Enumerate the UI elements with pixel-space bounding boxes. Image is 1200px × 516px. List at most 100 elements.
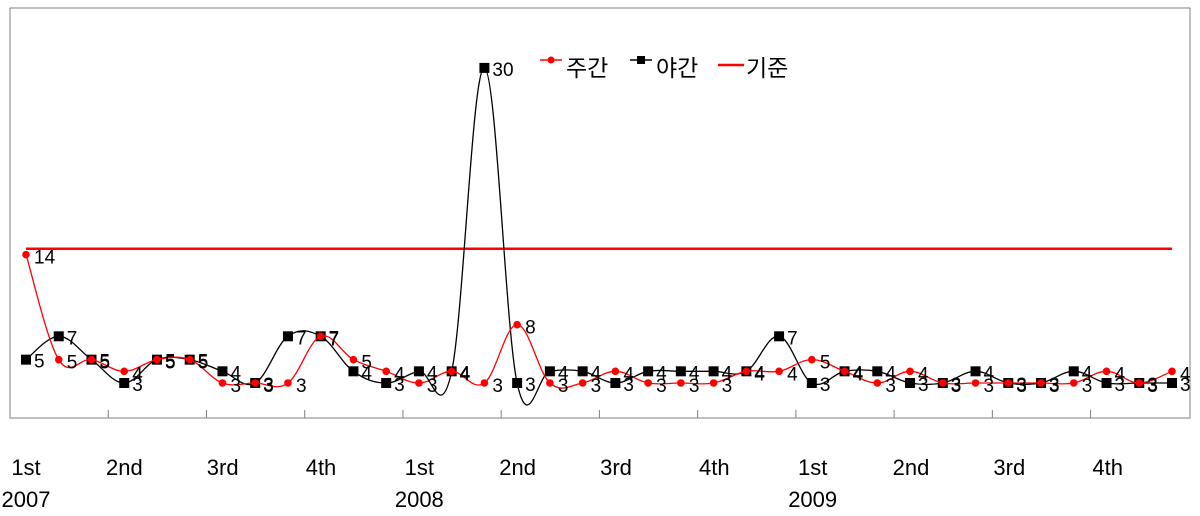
data-point-night — [610, 377, 621, 388]
data-label: 4 — [591, 363, 602, 384]
data-label: 3 — [1016, 375, 1027, 396]
data-point-night — [970, 366, 981, 377]
data-point-day — [742, 367, 751, 376]
data-label: 4 — [460, 364, 471, 385]
data-label: 4 — [722, 363, 733, 384]
data-point-day — [611, 367, 620, 376]
legend: 주간 야간 기준 — [540, 56, 788, 82]
data-point-day — [677, 379, 685, 387]
data-label: 7 — [329, 329, 340, 350]
data-point-day — [87, 355, 96, 364]
data-label: 4 — [689, 363, 700, 384]
data-label: 5 — [820, 353, 831, 374]
data-point-day — [546, 379, 554, 387]
data-label: 3 — [230, 376, 241, 397]
data-label: 3 — [263, 376, 274, 397]
data-point-day — [906, 367, 914, 376]
data-point-day — [1069, 379, 1078, 387]
data-point-night — [806, 377, 817, 388]
data-point-night — [905, 377, 916, 388]
data-label: 5 — [67, 353, 78, 374]
year-label: 2009 — [788, 487, 837, 512]
data-label: 3 — [1147, 376, 1158, 397]
x-axis: 1st 2nd 3rd 4th 1st 2nd 3rd 4th 1st 2nd 3rd 4th 2007… — [2, 410, 1190, 512]
data-point-day — [939, 379, 947, 387]
data-point-night — [643, 366, 654, 377]
data-point-day — [775, 367, 783, 376]
data-point-night — [1068, 366, 1079, 377]
data-point-day — [1135, 379, 1144, 387]
data-point-night — [512, 377, 523, 388]
data-point-night — [282, 331, 293, 342]
data-label: 3 — [1016, 376, 1027, 397]
data-label: 3 — [525, 375, 536, 396]
data-label: 4 — [1082, 363, 1093, 384]
data-label: 3 — [722, 376, 733, 397]
x-tick-label: 4th — [699, 455, 730, 480]
data-point-day — [22, 250, 30, 259]
data-label: 4 — [754, 363, 765, 384]
data-point-day — [120, 367, 129, 376]
data-label: 3 — [296, 376, 307, 397]
data-point-night — [774, 331, 785, 342]
legend-item-night: 야간 — [630, 56, 698, 82]
data-label: 3 — [1082, 376, 1093, 397]
data-label: 7 — [67, 328, 78, 349]
data-label: 4 — [885, 363, 896, 384]
data-label: 4 — [1180, 364, 1191, 385]
data-point-night — [708, 366, 719, 377]
data-point-night — [217, 366, 228, 377]
data-point-night — [544, 366, 555, 377]
data-point-day — [808, 355, 816, 364]
data-label: 4 — [853, 364, 864, 385]
data-label: 5 — [198, 352, 209, 373]
data-label: 3 — [984, 376, 995, 397]
x-tick-label: 2nd — [499, 455, 536, 480]
data-label: 3 — [591, 376, 602, 397]
data-point-night — [577, 366, 588, 377]
data-point-day — [513, 320, 521, 329]
data-label: 4 — [623, 364, 634, 385]
legend-day-label: 주간 — [566, 56, 608, 82]
x-tick-label: 2nd — [106, 455, 143, 480]
data-label: 3 — [1115, 375, 1126, 396]
x-tick-label: 1st — [405, 455, 434, 480]
data-point-night — [1101, 377, 1112, 388]
data-point-day — [447, 367, 456, 376]
data-point-day — [1004, 379, 1013, 387]
data-point-night — [53, 331, 64, 342]
data-point-night — [479, 62, 490, 73]
data-label: 4 — [656, 363, 667, 384]
data-label: 3 — [951, 376, 962, 397]
legend-standard-label: 기준 — [746, 56, 788, 82]
data-label: 3 — [427, 376, 438, 397]
data-label: 4 — [918, 364, 929, 385]
data-point-night — [348, 366, 359, 377]
data-point-day — [54, 355, 63, 364]
legend-item-day: 주간 — [540, 56, 608, 82]
data-label: 4 — [984, 363, 995, 384]
data-label: 3 — [885, 376, 896, 397]
data-label: 3 — [1180, 375, 1191, 396]
x-tick-label: 3rd — [993, 455, 1025, 480]
data-point-day — [840, 367, 849, 376]
data-label: 5 — [198, 353, 209, 374]
legend-item-standard: 기준 — [718, 56, 788, 82]
data-point-day — [349, 355, 358, 364]
data-label: 4 — [460, 363, 471, 384]
data-point-night — [413, 366, 424, 377]
data-label: 14 — [34, 248, 56, 269]
data-point-day — [709, 379, 718, 387]
data-point-day — [578, 379, 587, 387]
series-layer — [21, 62, 1177, 406]
data-point-day — [1168, 367, 1176, 376]
data-label: 4 — [132, 364, 143, 385]
data-point-night — [381, 377, 392, 388]
data-label: 3 — [918, 375, 929, 396]
data-point-day — [1037, 379, 1045, 387]
data-label: 5 — [99, 353, 110, 374]
x-tick-label: 4th — [306, 455, 337, 480]
data-label: 4 — [853, 363, 864, 384]
data-point-day — [1102, 367, 1111, 376]
